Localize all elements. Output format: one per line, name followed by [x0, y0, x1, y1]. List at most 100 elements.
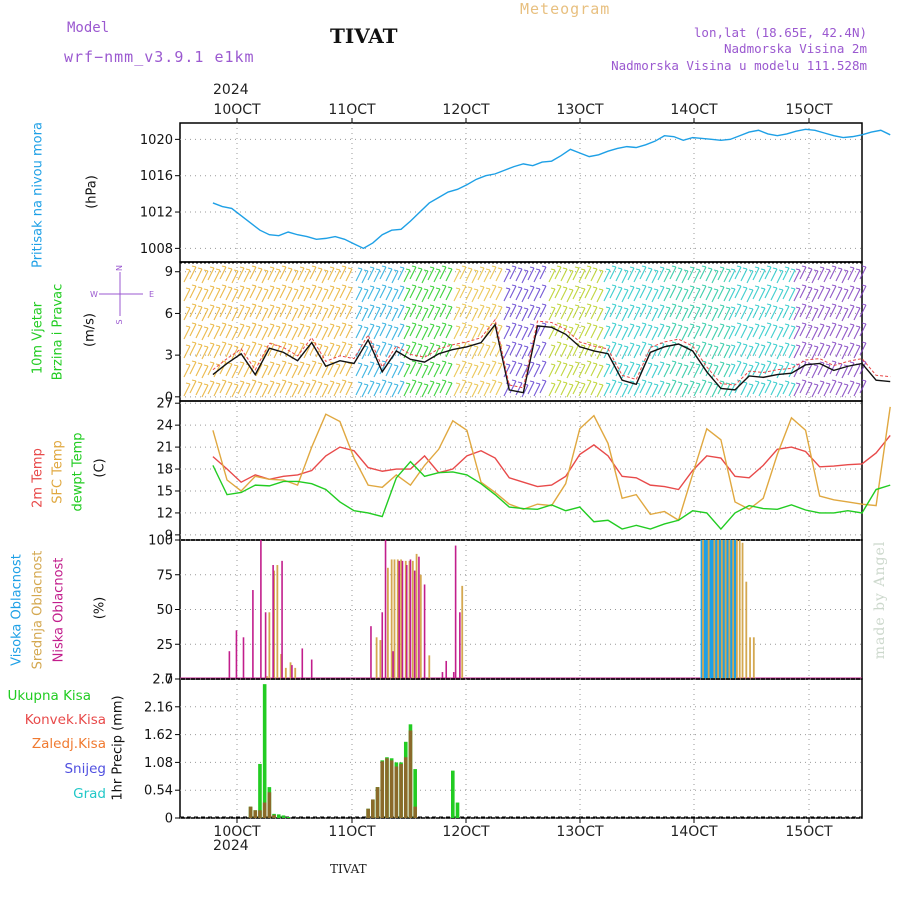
wind-barb: [560, 344, 568, 358]
wind-barb: [393, 364, 399, 367]
cloud-bar: [717, 540, 719, 679]
wind-barb: [746, 270, 754, 284]
wind-barb: [249, 361, 257, 375]
wind-barb: [269, 323, 275, 326]
wind-barb: [207, 362, 215, 376]
wind-barb: [363, 383, 369, 386]
wind-barb: [562, 324, 568, 327]
wind-barb: [465, 382, 473, 396]
wind-barb: [621, 346, 629, 360]
wind-barb: [273, 269, 281, 283]
wind-barb: [529, 323, 535, 326]
wind-barb: [221, 341, 227, 344]
wind-barb: [671, 265, 677, 268]
wind-barb: [231, 270, 239, 284]
model-label: Model: [67, 20, 110, 36]
wind-barb: [669, 361, 677, 375]
top-date-label: 15OCT: [785, 102, 833, 118]
wind-barb: [309, 266, 317, 280]
wind-barb: [329, 304, 335, 307]
wind-barb: [825, 268, 831, 271]
wind-barb: [819, 380, 825, 383]
wind-barb: [825, 382, 831, 385]
wind-ytick-label: 3: [165, 349, 173, 364]
wind-barb: [813, 326, 819, 329]
wind-barb: [645, 268, 653, 282]
wind-barb: [742, 324, 748, 327]
wind-barb: [257, 381, 263, 384]
wind-barb: [347, 286, 353, 289]
wind-barb: [453, 269, 461, 283]
wind-barb: [523, 364, 529, 367]
wind-barb: [574, 361, 580, 364]
wind-barb: [213, 307, 221, 321]
cloud-bar: [291, 665, 293, 679]
wind-barb: [255, 268, 263, 282]
wind-barb: [333, 345, 341, 359]
wind-barb: [689, 266, 695, 269]
wind-barb: [385, 363, 393, 377]
wind-barb: [835, 325, 843, 339]
wind-barb: [197, 324, 203, 327]
wind-barb: [261, 327, 269, 341]
wind-barb: [445, 268, 453, 282]
wind-barb: [831, 322, 837, 325]
wind-barb: [533, 383, 541, 397]
wind-barb: [495, 268, 503, 282]
wind-barb: [339, 380, 347, 394]
wind-barb: [209, 304, 215, 307]
wind-barb: [693, 269, 701, 283]
wind-barb: [183, 288, 191, 302]
wind-barb: [770, 325, 778, 339]
wind-barb: [315, 306, 323, 320]
wind-barb: [586, 303, 592, 306]
wind-barb: [327, 286, 335, 300]
wind-barb: [379, 304, 387, 318]
wind-barb: [503, 345, 511, 359]
wind-barb: [503, 326, 511, 340]
pressure-ytick-label: 1020: [140, 133, 173, 148]
wind-barb: [309, 285, 317, 299]
wind-barb: [533, 364, 541, 378]
wind-barb: [183, 307, 191, 321]
wind-barb: [367, 267, 375, 281]
wind-barb: [361, 327, 369, 341]
wind-barb: [723, 364, 731, 378]
wind-barb: [831, 341, 837, 344]
pressure-ytick-label: 1016: [140, 169, 173, 184]
wind-barb: [257, 343, 263, 346]
cloud-bar: [707, 540, 710, 679]
wind-barb: [189, 342, 197, 356]
precip-ytick-label: 1.08: [144, 756, 173, 771]
wind-barb: [269, 266, 275, 269]
wind-barb: [367, 381, 375, 395]
wind-barb: [297, 267, 305, 281]
wind-speed-line: [212, 322, 891, 394]
wind-barb: [441, 265, 447, 268]
wind-barb: [373, 326, 381, 340]
wind-barb: [213, 345, 221, 359]
wind-barb: [657, 324, 665, 338]
wind-barb: [189, 361, 197, 375]
wind-barb: [665, 382, 671, 385]
cloud-bar: [409, 559, 412, 679]
wind-barb: [509, 361, 517, 375]
wind-barb: [635, 287, 641, 290]
wind-barb: [521, 327, 529, 341]
wind-barb: [578, 326, 586, 340]
wind-barb: [740, 306, 748, 320]
wind-barb: [333, 383, 341, 397]
wind-barb: [421, 346, 429, 360]
wind-barb: [263, 383, 269, 386]
wind-barb: [523, 345, 529, 348]
wind-barb: [566, 327, 574, 341]
wind-barb: [817, 305, 825, 319]
wind-barb: [776, 365, 784, 379]
wind-barb: [415, 287, 423, 301]
wind-barb: [641, 284, 647, 287]
wind-barb: [784, 342, 790, 345]
wind-barb: [515, 287, 523, 301]
wind-barb: [776, 308, 784, 322]
wind-barb: [267, 324, 275, 338]
wind-barb: [825, 306, 831, 309]
